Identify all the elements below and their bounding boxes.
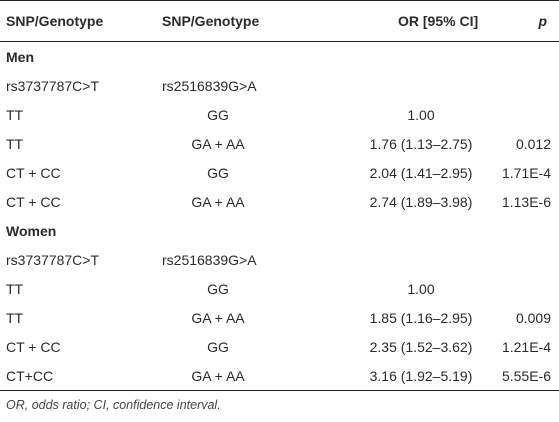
snp-label-2: rs2516839G>A	[162, 77, 257, 94]
data-table: SNP/Genotype SNP/Genotype OR [95% CI] p …	[0, 0, 559, 391]
table-row: CT + CC GG 2.04 (1.41–2.95) 1.71E-4	[0, 158, 559, 187]
table-row: TT GG 1.00	[0, 100, 559, 129]
table-row: CT + CC GA + AA 2.74 (1.89–3.98) 1.13E-6	[0, 187, 559, 216]
table-footnote: OR, odds ratio; CI, confidence interval.	[6, 398, 221, 412]
snp-label-1: rs3737787C>T	[6, 251, 100, 268]
genotype-1: TT	[6, 280, 24, 297]
group-name: Women	[6, 222, 57, 239]
genotype-2: GG	[207, 280, 229, 297]
genotype-1: CT+CC	[6, 367, 54, 384]
genotype-2: GA + AA	[191, 193, 245, 210]
table-row: CT+CC GA + AA 3.16 (1.92–5.19) 5.55E-6	[0, 361, 559, 391]
genotype-2: GG	[207, 164, 229, 181]
odds-ratio: 3.16 (1.92–5.19)	[369, 367, 473, 384]
genotype-2: GA + AA	[191, 135, 245, 152]
header-snp-genotype-1: SNP/Genotype	[6, 13, 104, 29]
table-header: SNP/Genotype SNP/Genotype OR [95% CI] p	[0, 0, 559, 42]
odds-ratio: 1.00	[407, 106, 435, 123]
header-snp-genotype-2: SNP/Genotype	[162, 13, 260, 29]
p-value: 1.13E-6	[501, 193, 551, 210]
header-p-value: p	[538, 13, 547, 29]
genotype-1: TT	[6, 106, 24, 123]
genotype-1: CT + CC	[6, 164, 61, 181]
snp-row-men: rs3737787C>T rs2516839G>A	[0, 71, 559, 100]
snp-label-1: rs3737787C>T	[6, 77, 100, 94]
group-heading-women: Women	[0, 216, 559, 245]
odds-ratio: 2.74 (1.89–3.98)	[369, 193, 473, 210]
genotype-1: TT	[6, 135, 24, 152]
p-value: 0.012	[515, 135, 551, 152]
genotype-2: GA + AA	[191, 367, 245, 384]
table-row: CT + CC GG 2.35 (1.52–3.62) 1.21E-4	[0, 332, 559, 361]
snp-row-women: rs3737787C>T rs2516839G>A	[0, 245, 559, 274]
group-heading-men: Men	[0, 42, 559, 71]
snp-label-2: rs2516839G>A	[162, 251, 257, 268]
odds-ratio: 2.04 (1.41–2.95)	[369, 164, 473, 181]
p-value: 1.71E-4	[501, 164, 551, 181]
table-row: TT GA + AA 1.85 (1.16–2.95) 0.009	[0, 303, 559, 332]
genotype-2: GA + AA	[191, 309, 245, 326]
odds-ratio: 1.00	[407, 280, 435, 297]
odds-ratio: 1.76 (1.13–2.75)	[369, 135, 473, 152]
odds-ratio: 2.35 (1.52–3.62)	[369, 338, 473, 355]
header-or-ci: OR [95% CI]	[398, 13, 479, 29]
p-value: 0.009	[515, 309, 551, 326]
odds-ratio: 1.85 (1.16–2.95)	[369, 309, 473, 326]
p-value: 5.55E-6	[501, 367, 551, 384]
genotype-1: TT	[6, 309, 24, 326]
genotype-2: GG	[207, 106, 229, 123]
table-row: TT GG 1.00	[0, 274, 559, 303]
genotype-1: CT + CC	[6, 193, 61, 210]
group-name: Men	[6, 48, 34, 65]
p-value: 1.21E-4	[501, 338, 551, 355]
table-row: TT GA + AA 1.76 (1.13–2.75) 0.012	[0, 129, 559, 158]
genotype-2: GG	[207, 338, 229, 355]
genotype-1: CT + CC	[6, 338, 61, 355]
